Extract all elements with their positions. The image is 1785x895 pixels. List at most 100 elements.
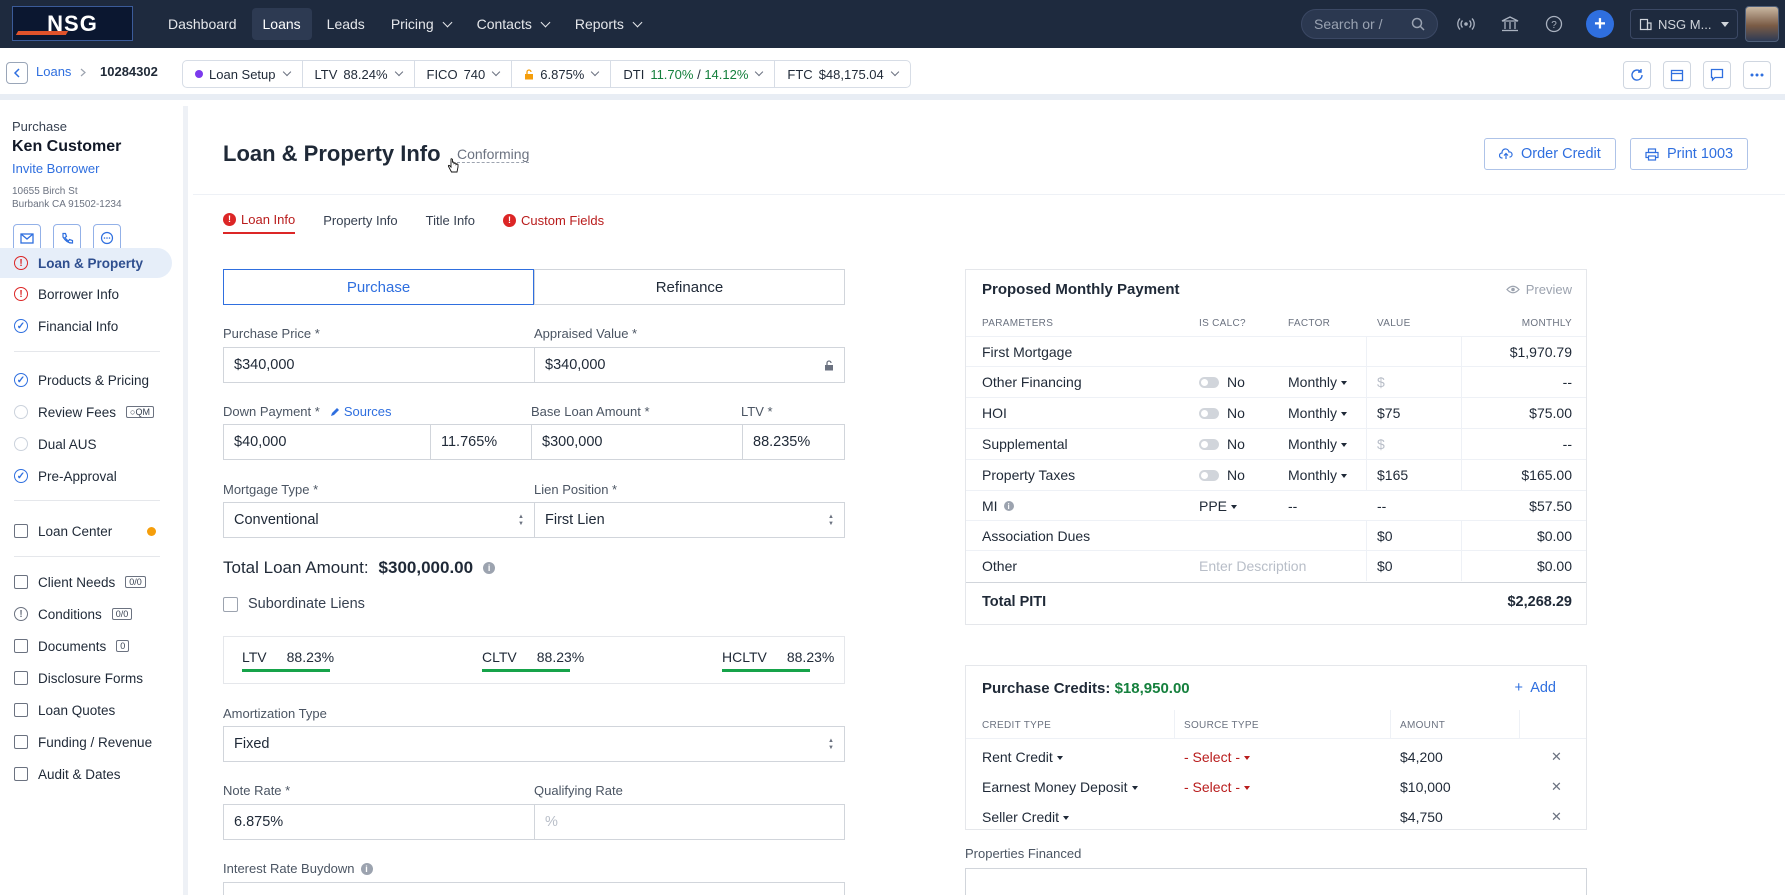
back-button[interactable] — [6, 62, 28, 84]
factor-select[interactable]: Monthly — [1288, 467, 1348, 483]
close-icon[interactable]: ✕ — [1551, 809, 1562, 824]
down-payment-field[interactable]: $40,000 — [223, 424, 431, 460]
breadcrumb-loans[interactable]: Loans — [36, 64, 72, 79]
row-value[interactable]: $0 — [1377, 558, 1393, 574]
broadcast-icon[interactable] — [1454, 12, 1478, 36]
sidebar-item-loan-property[interactable]: ! Loan & Property — [0, 248, 172, 278]
info-icon[interactable]: i — [360, 862, 373, 875]
credit-amount[interactable]: $10,000 — [1400, 779, 1451, 795]
nav-loans[interactable]: Loans — [251, 8, 312, 40]
tab-property-info[interactable]: Property Info — [323, 206, 397, 234]
calc-select[interactable]: PPE — [1199, 498, 1238, 514]
calc-toggle[interactable] — [1199, 470, 1219, 481]
fico-pill[interactable]: FICO 740 — [415, 61, 513, 87]
dti-pill[interactable]: DTI 11.70% / 14.12% — [611, 61, 776, 87]
base-loan-field[interactable]: $300,000 — [531, 424, 743, 460]
source-type-select[interactable]: - Select - — [1184, 749, 1251, 765]
calendar-icon[interactable] — [1663, 61, 1691, 89]
sidebar-item-review-fees[interactable]: Review Fees ○QM — [0, 397, 172, 427]
ltv-field[interactable]: 88.235% — [742, 424, 845, 460]
loan-setup-pill[interactable]: Loan Setup — [183, 61, 303, 87]
rate-pill[interactable]: 6.875% — [512, 61, 612, 87]
nav-dashboard[interactable]: Dashboard — [157, 8, 248, 40]
sources-link[interactable]: Sources — [330, 404, 392, 419]
sidebar-item-loan-center[interactable]: Loan Center — [0, 516, 172, 546]
avatar[interactable] — [1745, 6, 1779, 42]
order-credit-button[interactable]: Order Credit — [1484, 138, 1616, 170]
factor-select[interactable]: Monthly — [1288, 374, 1348, 390]
tab-title-info[interactable]: Title Info — [426, 206, 475, 234]
qualifying-rate-field[interactable]: % — [534, 804, 845, 840]
subordinate-liens-checkbox[interactable]: Subordinate Liens — [223, 596, 365, 612]
add-credit-button[interactable]: + Add — [1514, 680, 1556, 696]
sidebar-item-pre-approval[interactable]: ✓ Pre-Approval — [0, 461, 172, 491]
refinance-toggle[interactable]: Refinance — [534, 269, 845, 305]
ltv-pill[interactable]: LTV 88.24% — [303, 61, 415, 87]
nsg-logo[interactable]: NSG — [12, 6, 133, 41]
row-value[interactable]: $ — [1377, 374, 1385, 390]
buydown-field[interactable] — [223, 882, 845, 895]
note-rate-field[interactable]: 6.875% — [223, 804, 535, 840]
purchase-price-field[interactable]: $340,000 — [223, 347, 535, 383]
properties-financed-field[interactable] — [965, 868, 1587, 895]
sidebar-item-borrower-info[interactable]: ! Borrower Info — [0, 279, 172, 309]
factor-select[interactable]: Monthly — [1288, 436, 1348, 452]
source-type-select[interactable]: - Select - — [1184, 779, 1251, 795]
nav-leads[interactable]: Leads — [316, 8, 376, 40]
credit-type-select[interactable]: Seller Credit — [982, 809, 1070, 825]
factor-select[interactable]: Monthly — [1288, 405, 1348, 421]
sidebar-item-loan-quotes[interactable]: Loan Quotes — [0, 695, 172, 725]
preview-button[interactable]: Preview — [1505, 282, 1572, 297]
more-icon[interactable] — [1743, 61, 1771, 89]
info-icon[interactable]: i — [483, 562, 496, 574]
checkbox[interactable] — [223, 596, 238, 612]
nav-reports[interactable]: Reports — [564, 8, 652, 40]
bank-icon[interactable] — [1498, 12, 1522, 36]
row-value[interactable]: $ — [1377, 436, 1385, 452]
unlock-icon[interactable] — [824, 359, 834, 371]
help-icon[interactable]: ? — [1542, 12, 1566, 36]
tab-loan-info[interactable]: ! Loan Info — [223, 206, 296, 234]
search-input[interactable]: Search or / — [1301, 9, 1438, 39]
tab-custom-fields[interactable]: ! Custom Fields — [503, 206, 604, 234]
add-icon[interactable]: + — [1586, 10, 1614, 38]
credit-type-select[interactable]: Earnest Money Deposit — [982, 779, 1138, 795]
org-selector[interactable]: NSG M... — [1630, 9, 1738, 39]
refresh-icon[interactable] — [1623, 61, 1651, 89]
print-1003-button[interactable]: Print 1003 — [1630, 138, 1749, 170]
close-icon[interactable]: ✕ — [1551, 779, 1562, 794]
sidebar-item-conditions[interactable]: ! Conditions 0/0 — [0, 599, 172, 629]
close-icon[interactable]: ✕ — [1551, 749, 1562, 764]
appraised-value-field[interactable]: $340,000 — [534, 347, 845, 383]
nav-pricing[interactable]: Pricing — [380, 8, 462, 40]
down-payment-percent-field[interactable]: 11.765% — [430, 424, 532, 460]
calc-toggle[interactable] — [1199, 377, 1219, 388]
sidebar-item-disclosure-forms[interactable]: Disclosure Forms — [0, 663, 172, 693]
purchase-toggle[interactable]: Purchase — [223, 269, 534, 305]
row-value[interactable]: $75 — [1377, 405, 1401, 421]
comment-icon[interactable] — [1703, 61, 1731, 89]
credit-amount[interactable]: $4,750 — [1400, 809, 1443, 825]
calc-toggle[interactable] — [1199, 408, 1219, 419]
mortgage-type-select[interactable]: Conventional ▲ ▼ — [223, 502, 535, 538]
nav-contacts[interactable]: Contacts — [466, 8, 560, 40]
row-value[interactable]: $0 — [1377, 528, 1393, 544]
credit-type-select[interactable]: Rent Credit — [982, 749, 1063, 765]
amortization-select[interactable]: Fixed ▲ ▼ — [223, 726, 845, 762]
info-icon[interactable]: i — [1003, 501, 1014, 511]
sidebar-item-documents[interactable]: Documents 0 — [0, 631, 172, 661]
calc-toggle[interactable] — [1199, 439, 1219, 450]
sidebar-item-dual-aus[interactable]: Dual AUS — [0, 429, 172, 459]
lien-position-select[interactable]: First Lien ▲ ▼ — [534, 502, 845, 538]
sidebar-item-funding-revenue[interactable]: Funding / Revenue — [0, 727, 172, 757]
row-value[interactable]: $165 — [1377, 467, 1409, 483]
sidebar-item-audit-dates[interactable]: Audit & Dates — [0, 759, 172, 789]
sidebar-item-products-pricing[interactable]: ✓ Products & Pricing — [0, 365, 172, 395]
ftc-pill[interactable]: FTC $48,175.04 — [775, 61, 909, 87]
description-input[interactable]: Enter Description — [1199, 558, 1307, 574]
invite-borrower-link[interactable]: Invite Borrower — [12, 161, 100, 176]
sidebar-item-client-needs[interactable]: Client Needs 0/0 — [0, 567, 172, 597]
credit-amount[interactable]: $4,200 — [1400, 749, 1443, 765]
loan-program-label[interactable]: Conforming — [457, 146, 530, 163]
sidebar-item-financial-info[interactable]: ✓ Financial Info — [0, 311, 172, 341]
